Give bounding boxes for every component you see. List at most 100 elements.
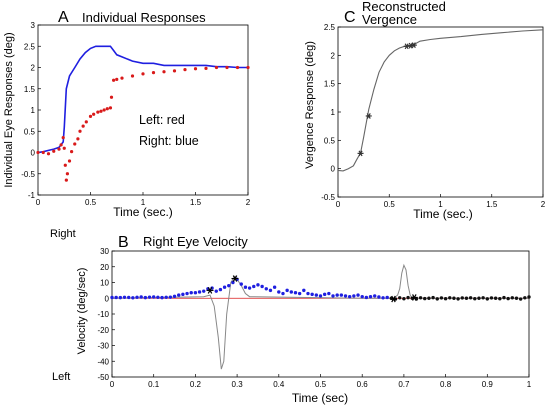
panel-c-ylabel: Vergence Response (deg)	[304, 41, 316, 169]
panel-a-x-tick-label: 1.5	[190, 198, 202, 207]
panel-a-letter: A	[58, 9, 69, 26]
panel-a-y-tick-label: 3	[31, 21, 36, 30]
panel-c-data	[337, 29, 544, 172]
velocity-point-black	[448, 296, 452, 300]
vergence-star-marker	[357, 150, 364, 157]
velocity-point-black	[427, 296, 431, 300]
panel-b-x-ticks: 0 0.1 0.2 0.3 0.4 0.5 0.6 0.7 0.8 0.9 1	[110, 374, 532, 389]
panel-b-y-tick-label: -40	[97, 357, 109, 366]
velocity-point-blue	[172, 294, 177, 299]
left-eye-point	[46, 152, 51, 156]
velocity-point-black	[402, 297, 406, 301]
velocity-point-blue	[164, 295, 168, 300]
panel-a-x-tick-label: 0.5	[85, 198, 97, 207]
panel-c-letter: C	[344, 9, 356, 26]
left-eye-point	[204, 66, 208, 70]
left-eye-point	[109, 95, 114, 99]
velocity-point-blue	[318, 294, 323, 298]
velocity-point-blue	[322, 292, 327, 297]
velocity-point-blue	[327, 291, 331, 296]
left-eye-point	[41, 150, 45, 155]
velocity-point-blue	[168, 295, 173, 299]
velocity-point-blue	[147, 295, 152, 299]
panel-b-y-tick-label: 30	[100, 247, 109, 256]
velocity-point-blue	[218, 287, 223, 292]
panel-b-plot-frame	[111, 250, 530, 378]
velocity-point-black	[489, 296, 494, 300]
panel-a-y-tick-label: 2.5	[24, 42, 36, 51]
velocity-trace-line	[111, 263, 529, 370]
velocity-point-blue	[343, 294, 348, 298]
velocity-point-blue	[239, 282, 243, 286]
vergence-star-marker	[410, 42, 417, 49]
panel-a-annotation-left: Left: red	[139, 113, 185, 127]
velocity-point-black	[514, 296, 519, 300]
velocity-point-blue	[243, 285, 248, 289]
panel-c-y-tick-label: 0	[331, 165, 336, 174]
panel-c-x-tick-label: 2	[541, 200, 546, 209]
panel-b-y-tick-label: -20	[97, 326, 109, 335]
velocity-point-black	[452, 296, 456, 300]
panel-a-x-ticks: 0 0.5 1 1.5 2	[36, 192, 251, 207]
panel-a-x-tick-label: 1	[141, 198, 146, 207]
velocity-point-blue	[247, 286, 252, 290]
velocity-point-black	[481, 296, 485, 300]
velocity-point-blue	[285, 288, 289, 293]
velocity-point-blue	[177, 293, 181, 297]
panel-c-x-ticks: 0 0.5 1 1.5 2	[336, 194, 546, 209]
panel-c-x-tick-label: 0	[336, 200, 341, 209]
velocity-point-blue	[310, 292, 314, 297]
left-eye-point	[65, 172, 69, 176]
velocity-point-black	[473, 297, 477, 301]
velocity-point-blue	[185, 291, 189, 296]
velocity-point-blue	[143, 295, 148, 300]
velocity-point-blue	[360, 294, 364, 299]
left-eye-point	[172, 69, 177, 73]
panel-a-y-ticks: -1 -0.5 0 0.5 1 1.5 2 2.5 3	[21, 21, 41, 200]
velocity-point-blue	[314, 293, 319, 297]
velocity-point-blue	[277, 290, 281, 294]
panel-b-y-tick-label: 0	[105, 294, 110, 303]
panel-c-y-ticks: -0.5 0 0.5 1 1.5 2 2.5	[321, 23, 341, 202]
velocity-point-blue	[335, 293, 339, 297]
velocity-point-blue	[281, 291, 285, 296]
left-eye-point	[193, 67, 198, 71]
left-eye-point	[36, 150, 40, 155]
left-eye-point	[130, 74, 135, 78]
velocity-point-blue	[347, 294, 352, 299]
velocity-point-blue	[264, 287, 268, 291]
left-eye-point	[57, 147, 61, 151]
vergence-line	[337, 29, 544, 172]
velocity-point-black	[485, 297, 489, 301]
velocity-point-black	[406, 295, 410, 300]
velocity-point-blue	[381, 296, 385, 300]
panel-a-plot-frame	[37, 24, 249, 196]
left-eye-point	[183, 68, 187, 72]
velocity-point-blue	[289, 290, 294, 294]
velocity-point-black	[518, 297, 523, 301]
panel-c: C Reconstructed Vergence Time (sec.) Verg…	[304, 0, 546, 221]
left-eye-point	[64, 178, 68, 182]
left-eye-point	[52, 149, 56, 153]
panel-b-y-ticks: -50 -40 -30 -20 -10 0 10 20 30	[97, 247, 115, 382]
panel-b-x-tick-label: 0.7	[398, 380, 410, 389]
panel-b-title: Right Eye Velocity	[143, 234, 248, 249]
panel-c-y-tick-label: -0.5	[321, 193, 335, 202]
velocity-point-black	[460, 296, 464, 300]
left-eye-point	[96, 110, 100, 114]
velocity-point-blue	[193, 291, 198, 295]
velocity-point-blue	[135, 295, 139, 300]
panel-b-x-tick-label: 0.8	[440, 380, 452, 389]
velocity-point-blue	[189, 291, 193, 295]
velocity-point-blue	[222, 285, 227, 289]
panel-b-x-tick-label: 0.5	[315, 380, 327, 389]
velocity-point-blue	[214, 289, 218, 293]
velocity-point-black	[493, 296, 498, 300]
velocity-point-black	[418, 296, 423, 300]
panel-b-xlabel: Time (sec)	[292, 391, 348, 405]
velocity-point-black	[468, 296, 473, 300]
panel-b-y-tick-label: -50	[97, 373, 109, 382]
left-eye-point	[78, 129, 82, 133]
left-eye-point	[88, 114, 93, 118]
left-eye-point	[141, 72, 145, 76]
